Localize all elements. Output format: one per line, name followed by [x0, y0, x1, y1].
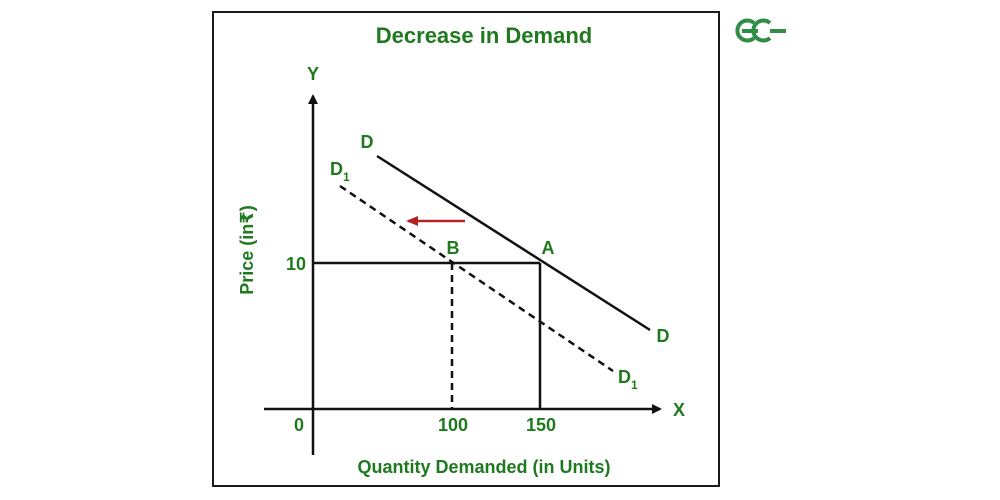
curve-label-d1-top-sub: 1 — [343, 170, 350, 184]
point-label-b: B — [447, 238, 460, 258]
diagram-title: Decrease in Demand — [376, 23, 592, 48]
demand-curve-d1 — [339, 184, 614, 373]
x-axis-title: Quantity Demanded (in Units) — [357, 457, 610, 477]
y-axis-title: Price (in₹) — [237, 205, 257, 295]
y-axis-name: Y — [307, 64, 319, 84]
curve-label-d1-top: D 1 — [330, 159, 350, 184]
curve-label-d1-bottom: D 1 — [618, 367, 638, 392]
demand-curve-d — [376, 154, 651, 332]
curve-label-d1-bottom-sub: 1 — [631, 378, 638, 392]
tick-label-qty-a: 150 — [526, 415, 556, 435]
x-axis-name: X — [673, 400, 685, 420]
curve-label-d-bottom: D — [657, 326, 670, 346]
tick-label-origin: 0 — [294, 415, 304, 435]
tick-label-qty-b: 100 — [438, 415, 468, 435]
curve-label-d1-bottom-main: D — [618, 367, 631, 387]
curve-label-d-top: D — [361, 132, 374, 152]
curve-label-d1-top-main: D — [330, 159, 343, 179]
tick-label-price: 10 — [286, 254, 306, 274]
diagram-frame — [212, 11, 720, 487]
point-label-a: A — [542, 238, 555, 258]
geeksforgeeks-logo — [735, 18, 786, 43]
